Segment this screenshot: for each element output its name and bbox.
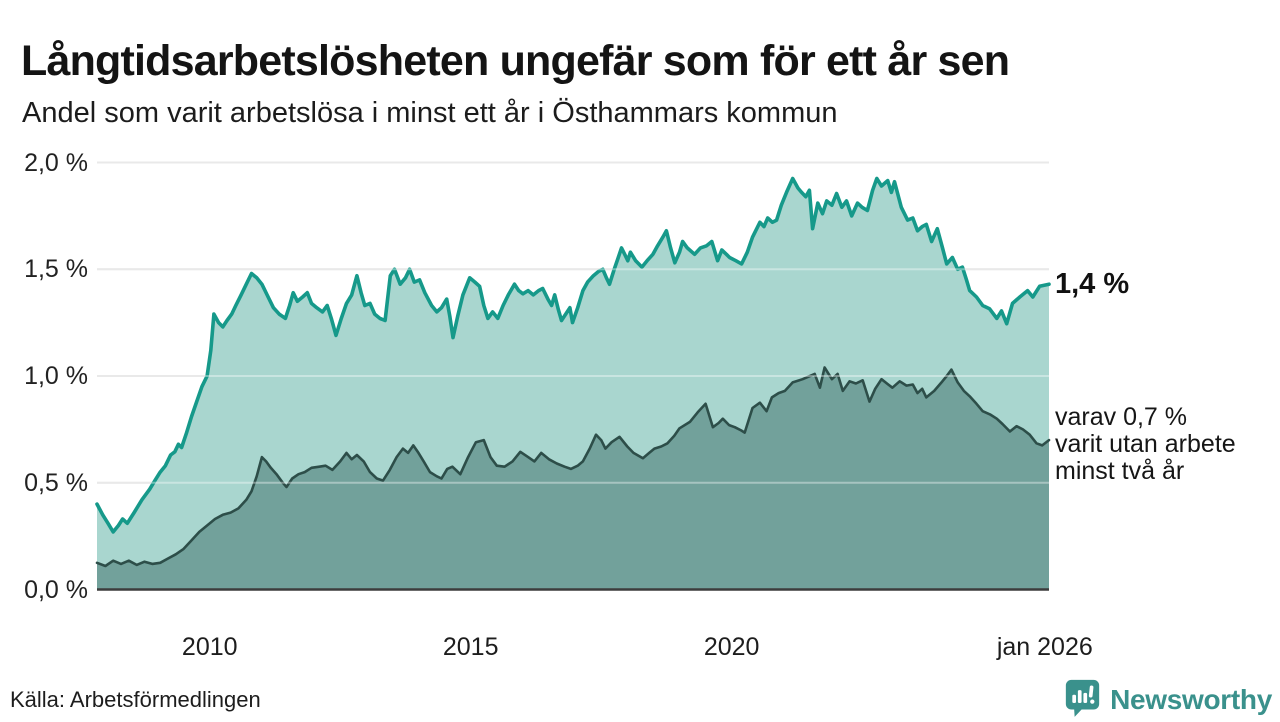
y-axis-tick-label: 0,0 % <box>24 575 88 604</box>
series2-annotation-line: varav 0,7 % <box>1055 403 1188 431</box>
series2-annotation-line: minst två år <box>1055 457 1185 485</box>
x-axis-tick-label: 2020 <box>703 633 760 661</box>
x-axis-tick-label: 2010 <box>181 633 238 661</box>
y-axis-tick-label: 1,5 % <box>24 255 88 284</box>
x-axis-tick-label: jan 2026 <box>996 633 1093 661</box>
series2-end-annotation: varav 0,7 % varit utan arbete minst två … <box>1055 404 1236 485</box>
series2-annotation-line: varit utan arbete <box>1055 430 1236 458</box>
x-axis-tick-label: 2015 <box>442 633 499 661</box>
y-axis-tick-label: 0,5 % <box>24 468 88 497</box>
series1-end-annotation: 1,4 % <box>1055 268 1130 300</box>
newsworthy-logo-icon <box>1064 678 1101 722</box>
page-title: Långtidsarbetslösheten ungefär som för e… <box>21 36 1010 85</box>
newsworthy-logo-text: Newsworthy <box>1110 684 1272 715</box>
newsworthy-logo: Newsworthy <box>1064 678 1272 722</box>
y-axis-tick-label: 1,0 % <box>24 362 88 390</box>
source-note: Källa: Arbetsförmedlingen <box>10 687 261 712</box>
chart-subtitle: Andel som varit arbetslösa i minst ett å… <box>22 97 838 129</box>
y-axis-tick-label: 2,0 % <box>24 148 88 177</box>
